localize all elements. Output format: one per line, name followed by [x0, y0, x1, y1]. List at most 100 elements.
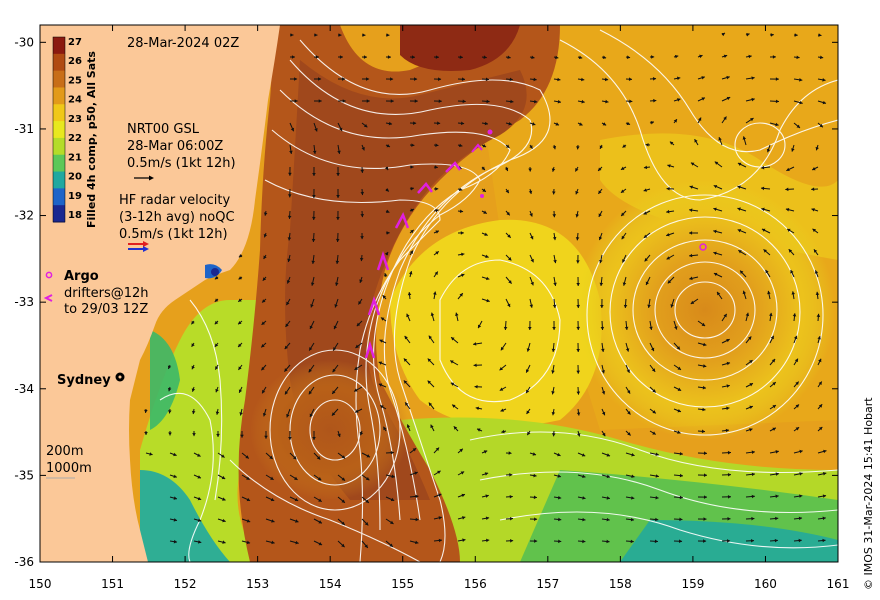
velocity-arrow-head — [702, 407, 706, 412]
velocity-arrow-head — [149, 452, 153, 456]
velocity-arrow-head — [461, 493, 465, 498]
velocity-arrow-head — [379, 339, 383, 343]
gsl-legend-arrow-icon — [134, 175, 154, 181]
velocity-arrow-head — [168, 410, 172, 414]
velocity-arrow-head — [481, 166, 485, 170]
velocity-arrow-head — [504, 167, 509, 171]
velocity-arrow-head — [795, 404, 800, 408]
velocity-arrow-head — [342, 99, 346, 103]
velocity-arrow-head — [529, 213, 533, 217]
velocity-arrow-head — [483, 210, 487, 214]
velocity-arrow-head — [552, 433, 556, 437]
velocity-arrow-head — [819, 123, 823, 128]
velocity-arrow-head — [653, 98, 657, 103]
contour-west-eddy-1 — [309, 399, 361, 461]
velocity-arrow-head — [581, 99, 585, 104]
colorbar-swatch — [53, 70, 65, 88]
velocity-arrow-head — [286, 280, 291, 284]
velocity-arrow-head — [822, 494, 827, 498]
velocity-arrow-head — [336, 194, 340, 198]
velocity-arrow-head — [624, 326, 629, 330]
velocity-arrow-head — [713, 229, 717, 234]
contour-south-3 — [499, 511, 838, 549]
contour-east-eddy-2 — [654, 261, 756, 359]
velocity-arrow-head — [530, 258, 534, 263]
velocity-arrow-head — [555, 55, 559, 60]
velocity-arrow-head — [794, 358, 798, 363]
velocity-arrow-head — [390, 450, 394, 455]
velocity-arrow-head — [287, 258, 291, 262]
velocity-arrow-head — [450, 382, 455, 386]
velocity-arrow-head — [599, 282, 604, 286]
velocity-arrow-head — [551, 370, 555, 374]
velocity-arrow-head — [703, 517, 707, 521]
velocity-arrow-head — [366, 99, 370, 103]
velocity-arrow-head — [703, 364, 707, 368]
velocity-arrow-head — [269, 455, 273, 459]
velocity-arrow-head — [792, 313, 797, 317]
velocity-arrow-head — [643, 188, 647, 192]
velocity-arrow-head — [604, 77, 609, 82]
x-tick-label: 161 — [827, 577, 850, 591]
velocity-arrow-head — [727, 494, 731, 499]
velocity-arrow-head — [630, 517, 635, 522]
x-tick-label: 153 — [246, 577, 269, 591]
eddy-east — [575, 180, 835, 440]
velocity-arrow-head — [726, 361, 731, 366]
velocity-arrow-head — [390, 99, 394, 103]
velocity-arrow-head — [337, 150, 341, 154]
velocity-arrow-head — [749, 360, 753, 364]
velocity-arrow-head — [748, 54, 752, 59]
colorbar-tick-label: 21 — [68, 152, 82, 163]
velocity-arrow-head — [575, 167, 579, 172]
velocity-arrow-head — [245, 455, 249, 459]
velocity-arrow-head — [818, 381, 822, 385]
velocity-arrow-head — [581, 453, 586, 457]
velocity-arrow-head — [775, 99, 779, 104]
velocity-arrow-head — [285, 323, 289, 327]
velocity-arrow-head — [576, 304, 581, 308]
velocity-arrow-head — [318, 99, 322, 103]
velocity-arrow-head — [774, 538, 778, 543]
ssh-contours — [159, 29, 838, 562]
contour-eac-1 — [299, 39, 551, 562]
contour-north-1 — [559, 39, 838, 201]
argo-float-marker[interactable] — [699, 243, 707, 251]
velocity-arrow-head — [385, 188, 389, 192]
velocity-arrow-head — [222, 540, 226, 544]
velocity-arrow-head — [576, 370, 580, 374]
velocity-arrow-head — [354, 388, 358, 392]
velocity-arrow-head — [576, 282, 580, 286]
x-tick-label: 156 — [464, 577, 487, 591]
velocity-arrow-head — [678, 539, 683, 544]
velocity-arrow-head — [698, 117, 702, 121]
y-tick-label: -34 — [14, 382, 34, 396]
ocean-yellow-core — [390, 219, 602, 427]
velocity-arrow-head — [623, 304, 628, 308]
velocity-arrow-head — [655, 474, 659, 478]
velocity-arrow-head — [818, 358, 822, 363]
velocity-arrow-head — [386, 231, 390, 235]
velocity-arrow-head — [532, 452, 537, 456]
velocity-arrow-head — [197, 496, 202, 501]
velocity-arrow-head — [363, 123, 368, 128]
y-tick-label: -36 — [14, 555, 34, 569]
velocity-arrow-head — [284, 368, 288, 372]
hf-legend-line3: 0.5m/s (1kt 12h) — [119, 227, 228, 242]
velocity-arrow-head — [620, 189, 625, 193]
velocity-arrow-head — [703, 539, 707, 543]
velocity-arrow-head — [460, 121, 465, 126]
colorbar-swatch — [53, 121, 65, 139]
contour-northeast-eddy — [734, 122, 786, 168]
colorbar-tick-label: 27 — [68, 37, 82, 48]
velocity-arrow-head — [510, 99, 514, 104]
velocity-arrow-head — [167, 387, 172, 392]
velocity-arrow-head — [799, 78, 803, 82]
velocity-arrow-head — [575, 190, 579, 195]
velocity-arrow-head — [197, 453, 201, 457]
sydney-marker-icon — [115, 372, 125, 382]
velocity-arrow-head — [459, 143, 463, 148]
velocity-arrow-head — [703, 342, 707, 347]
velocity-arrow-head — [799, 494, 803, 498]
y-tick-label: -33 — [14, 295, 34, 309]
